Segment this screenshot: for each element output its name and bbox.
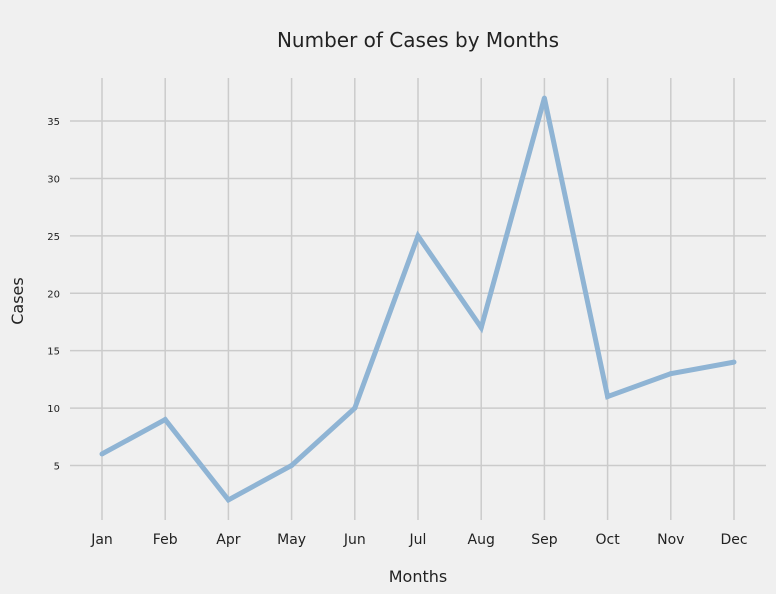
x-tick-label: Nov	[657, 532, 684, 548]
x-axis-ticks: Jan Feb Apr May Jun Jul Aug Sep Oct Nov Dec	[90, 532, 747, 548]
y-axis-ticks: 5 10 15 20 25 30 35	[47, 117, 60, 472]
data-point-feb	[162, 417, 168, 423]
x-tick-label: Oct	[595, 532, 620, 548]
x-tick-label: Apr	[216, 532, 240, 548]
y-tick-label: 10	[47, 404, 60, 415]
data-point-sep	[541, 95, 547, 101]
chart-title: Number of Cases by Months	[277, 28, 559, 52]
data-point-aug	[478, 325, 484, 331]
x-tick-label: Dec	[720, 532, 747, 548]
data-point-may	[289, 462, 295, 468]
x-tick-label: May	[277, 532, 306, 548]
data-point-oct	[605, 394, 611, 400]
grid	[70, 78, 766, 520]
y-tick-label: 20	[47, 289, 60, 300]
y-tick-label: 35	[47, 117, 60, 128]
x-tick-label: Feb	[153, 532, 178, 548]
y-tick-label: 15	[47, 347, 60, 358]
x-axis-label: Months	[389, 567, 447, 586]
y-tick-label: 5	[54, 461, 60, 472]
data-point-nov	[668, 371, 674, 377]
y-tick-label: 30	[47, 174, 60, 185]
y-tick-label: 25	[47, 232, 60, 243]
data-point-jul	[415, 233, 421, 239]
x-tick-label: Aug	[468, 532, 495, 548]
x-tick-label: Jul	[409, 532, 427, 548]
data-point-jun	[352, 405, 358, 411]
data-point-jan	[99, 451, 105, 457]
x-tick-label: Sep	[531, 532, 558, 548]
x-tick-label: Jan	[90, 532, 113, 548]
x-tick-label: Jun	[343, 532, 366, 548]
data-point-dec	[731, 359, 737, 365]
series-layer	[99, 95, 737, 504]
data-point-apr	[225, 497, 231, 503]
y-axis-label: Cases	[8, 277, 27, 325]
